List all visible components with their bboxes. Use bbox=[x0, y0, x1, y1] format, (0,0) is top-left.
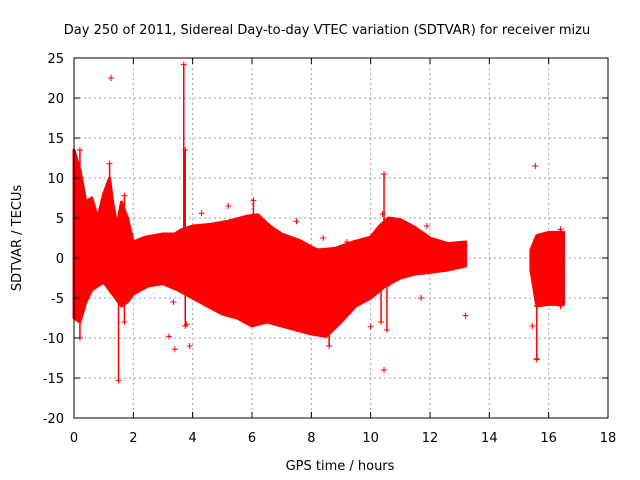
data-point bbox=[165, 333, 172, 340]
chart-title: Day 250 of 2011, Sidereal Day-to-day VTE… bbox=[64, 23, 590, 38]
data-band-late bbox=[529, 230, 565, 308]
data-spike-end bbox=[121, 319, 128, 325]
data-point bbox=[381, 367, 388, 373]
y-tick-label: 5 bbox=[56, 212, 64, 227]
data-point bbox=[154, 236, 161, 243]
data-spike-end bbox=[115, 377, 122, 384]
data-point bbox=[302, 323, 309, 329]
data-point bbox=[225, 203, 232, 209]
data-spike-end bbox=[381, 239, 388, 245]
x-tick-label: 18 bbox=[600, 431, 617, 446]
data-point bbox=[367, 323, 374, 330]
data-point bbox=[186, 343, 193, 349]
data-spike-end bbox=[106, 279, 113, 285]
data-spike-end bbox=[533, 303, 540, 309]
x-tick-label: 4 bbox=[189, 431, 197, 446]
data-point bbox=[293, 218, 300, 225]
data-point bbox=[424, 223, 431, 229]
data-point bbox=[171, 346, 178, 353]
data-spike-end bbox=[76, 147, 83, 153]
data-point bbox=[105, 261, 112, 268]
data-point bbox=[406, 234, 413, 241]
data-spike-end bbox=[557, 303, 564, 309]
x-tick-label: 12 bbox=[422, 431, 439, 446]
plot-frame bbox=[73, 57, 609, 419]
data-point bbox=[87, 205, 94, 212]
data-spike-end bbox=[182, 147, 189, 153]
data-point bbox=[533, 355, 540, 362]
x-tick-label: 8 bbox=[307, 431, 315, 446]
data-spike-end bbox=[383, 327, 390, 333]
x-axis-label: GPS time / hours bbox=[286, 459, 395, 474]
data-point bbox=[108, 75, 115, 81]
y-tick-label: -15 bbox=[43, 372, 64, 387]
y-tick-label: 10 bbox=[47, 172, 64, 187]
y-tick-label: 25 bbox=[47, 52, 64, 67]
y-tick-labels: -20 -15 -10 -5 0 5 10 15 20 25 bbox=[43, 52, 64, 427]
data-spike-end bbox=[250, 197, 257, 204]
y-tick-label: -10 bbox=[43, 332, 64, 347]
data-point bbox=[379, 211, 386, 217]
x-tick-label: 16 bbox=[540, 431, 557, 446]
data-spike-end bbox=[106, 160, 113, 167]
data-spike-end bbox=[381, 171, 388, 177]
data-point bbox=[532, 163, 539, 169]
x-tick-label: 2 bbox=[129, 431, 137, 446]
data-point bbox=[343, 239, 350, 245]
data-point bbox=[462, 312, 469, 319]
data-point bbox=[320, 235, 327, 241]
data-spike-end bbox=[378, 223, 385, 229]
x-tick-labels: 0 2 4 6 8 10 12 14 16 18 bbox=[70, 431, 616, 446]
data-spike-end bbox=[383, 283, 390, 289]
y-tick-label: 0 bbox=[56, 252, 64, 267]
x-tick-label: 10 bbox=[362, 431, 379, 446]
data-spike-end bbox=[121, 192, 128, 199]
x-tick-label: 6 bbox=[248, 431, 256, 446]
axis-ticks bbox=[73, 57, 609, 419]
data-band-main bbox=[72, 148, 468, 338]
y-tick-label: -5 bbox=[51, 292, 64, 307]
data-points bbox=[87, 75, 540, 373]
x-tick-label: 0 bbox=[70, 431, 78, 446]
data-bands bbox=[72, 148, 565, 338]
data-point bbox=[170, 299, 177, 305]
data-spike-end bbox=[378, 319, 385, 325]
data-point bbox=[183, 321, 190, 328]
data-spikes bbox=[76, 61, 564, 384]
data-point bbox=[418, 295, 425, 301]
data-spike-end bbox=[557, 226, 564, 233]
y-tick-label: 15 bbox=[47, 132, 64, 147]
data-spike-end bbox=[326, 303, 333, 309]
data-spike-end bbox=[250, 255, 257, 261]
y-axis-label: SDTVAR / TECUs bbox=[10, 185, 25, 292]
data-point bbox=[198, 210, 205, 217]
data-spike-end bbox=[326, 343, 333, 349]
y-tick-label: 20 bbox=[47, 92, 64, 107]
data-spike-end bbox=[180, 61, 187, 68]
data-spike-end bbox=[115, 247, 122, 253]
data-point bbox=[529, 323, 536, 329]
x-tick-label: 14 bbox=[481, 431, 498, 446]
y-tick-label: -20 bbox=[43, 412, 64, 427]
